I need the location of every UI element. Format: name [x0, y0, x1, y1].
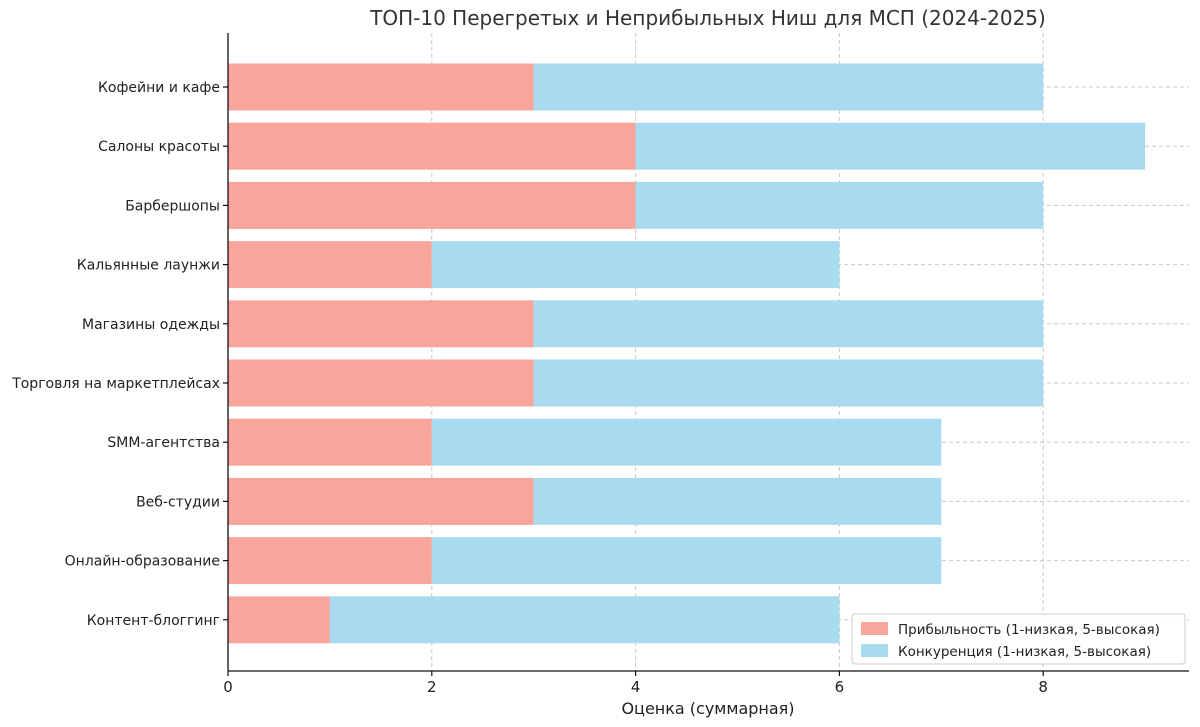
bar-profitability	[228, 418, 432, 466]
category-label: Барбершопы	[125, 198, 220, 214]
chart-title: ТОП-10 Перегретых и Неприбыльных Ниш для…	[369, 6, 1046, 30]
bar-profitability	[228, 477, 534, 525]
category-label: Кофейни и кафе	[98, 80, 220, 96]
category-label: Кальянные лаунжи	[77, 258, 220, 274]
category-label: Контент-блоггинг	[87, 613, 220, 629]
bar-profitability	[228, 359, 534, 407]
legend-swatch-competition	[861, 644, 888, 657]
bars-layer	[228, 63, 1146, 644]
legend: Прибыльность (1-низкая, 5-высокая) Конку…	[851, 613, 1186, 665]
axes-layer	[227, 33, 1189, 672]
bar-competition	[533, 359, 1044, 407]
bar-profitability	[228, 181, 636, 229]
legend-swatch-profitability	[861, 622, 888, 635]
legend-label-competition: Конкуренция (1-низкая, 5-высокая)	[898, 644, 1151, 660]
bar-profitability	[228, 63, 534, 111]
category-label: Салоны красоты	[98, 139, 220, 155]
legend-label-profitability: Прибыльность (1-низкая, 5-высокая)	[898, 622, 1160, 638]
legend-box	[851, 613, 1186, 665]
category-labels: Кофейни и кафе Салоны красоты Барбершопы Ка…	[11, 80, 228, 629]
category-label: Торговля на маркетплейсах	[11, 376, 220, 392]
category-label: Веб-студии	[136, 494, 220, 510]
bar-competition	[431, 241, 840, 289]
x-tick-label: 0	[223, 678, 233, 696]
x-tick-labels: 0 2 4 6 8	[223, 671, 1048, 696]
category-label: SMM-агентства	[107, 435, 220, 451]
bar-competition	[533, 63, 1044, 111]
bar-profitability	[228, 596, 330, 644]
bar-competition	[329, 596, 840, 644]
bar-competition	[635, 181, 1044, 229]
x-tick-label: 2	[427, 678, 437, 696]
bar-competition	[533, 300, 1044, 348]
bar-competition	[431, 537, 942, 585]
bar-profitability	[228, 241, 432, 289]
x-tick-label: 6	[835, 678, 845, 696]
bar-profitability	[228, 122, 636, 170]
category-label: Онлайн-образование	[65, 554, 220, 570]
bar-profitability	[228, 300, 534, 348]
bar-profitability	[228, 537, 432, 585]
bar-competition	[533, 477, 942, 525]
x-axis-label: Оценка (суммарная)	[621, 699, 794, 718]
x-tick-label: 8	[1038, 678, 1048, 696]
x-tick-label: 4	[631, 678, 641, 696]
category-label: Магазины одежды	[82, 317, 220, 333]
bar-competition	[635, 122, 1146, 170]
bar-competition	[431, 418, 942, 466]
